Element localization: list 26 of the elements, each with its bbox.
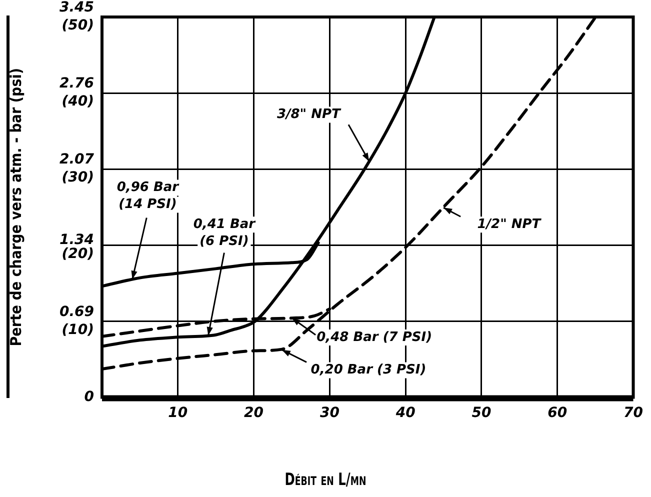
annotation: 0,96 Bar (14 PSI): [116, 180, 180, 212]
y-axis-title: Perte de charge vers atm. - bar (psi): [6, 68, 25, 346]
x-tick-label: 50: [472, 405, 492, 422]
y-tick-label: 0.69: [59, 304, 94, 320]
y2-tick-label: (40): [62, 94, 94, 110]
y-tick-label: 1.34: [59, 232, 94, 248]
y2-tick-label: (20): [62, 246, 94, 262]
y2-tick-label: (50): [62, 18, 94, 34]
annotation: 1/2" NPT: [477, 216, 542, 232]
y-tick-label: 3.45: [59, 0, 94, 16]
annotation: 0,48 Bar (7 PSI): [316, 330, 432, 345]
x-tick-label: 40: [394, 405, 416, 422]
x-axis-title: Débit en L/mn: [284, 470, 368, 490]
x-tick-label: 60: [548, 405, 568, 422]
y2-tick-label: (30): [62, 170, 94, 186]
x-tick-label: 20: [244, 405, 264, 422]
x-tick-label: 30: [320, 405, 340, 422]
y-tick-label: 2.76: [59, 76, 94, 92]
annotation: 0,20 Bar (3 PSI): [310, 362, 426, 378]
annotation: 0,41 Bar (6 PSI): [193, 216, 257, 249]
y2-tick-label: (10): [62, 322, 94, 338]
y-tick-label: 2.07: [59, 152, 94, 168]
x-tick-label: 10: [168, 405, 188, 422]
y-tick-label: 0: [84, 388, 94, 405]
annotation: 3/8" NPT: [276, 107, 342, 122]
x-tick-label: 70: [624, 405, 644, 422]
